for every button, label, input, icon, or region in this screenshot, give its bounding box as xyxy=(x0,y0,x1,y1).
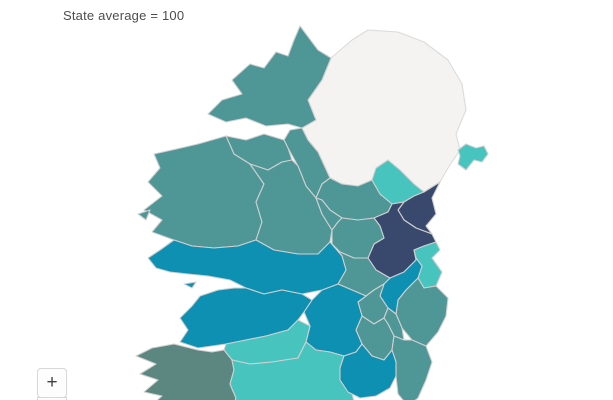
zoom-out-button[interactable] xyxy=(37,397,67,400)
region-galway[interactable]: Galway xyxy=(147,239,347,295)
region-achill_islet[interactable]: Achill islet xyxy=(137,209,151,221)
region-wexford[interactable]: Wexford xyxy=(391,335,433,400)
region-donegal[interactable]: Donegal xyxy=(207,25,332,129)
map-zoom-control: + xyxy=(37,368,67,400)
zoom-in-label: + xyxy=(46,372,58,393)
region-waterford[interactable]: Waterford xyxy=(339,343,397,399)
region-offshore_island[interactable]: Offshore island xyxy=(457,143,489,171)
region-tipperary[interactable]: Tipperary xyxy=(303,283,367,357)
zoom-in-button[interactable]: + xyxy=(37,368,67,398)
region-aran_islet[interactable]: Aran islet xyxy=(183,281,197,289)
map-title: State average = 100 xyxy=(63,8,185,23)
region-kerry[interactable]: Kerry xyxy=(135,343,237,400)
